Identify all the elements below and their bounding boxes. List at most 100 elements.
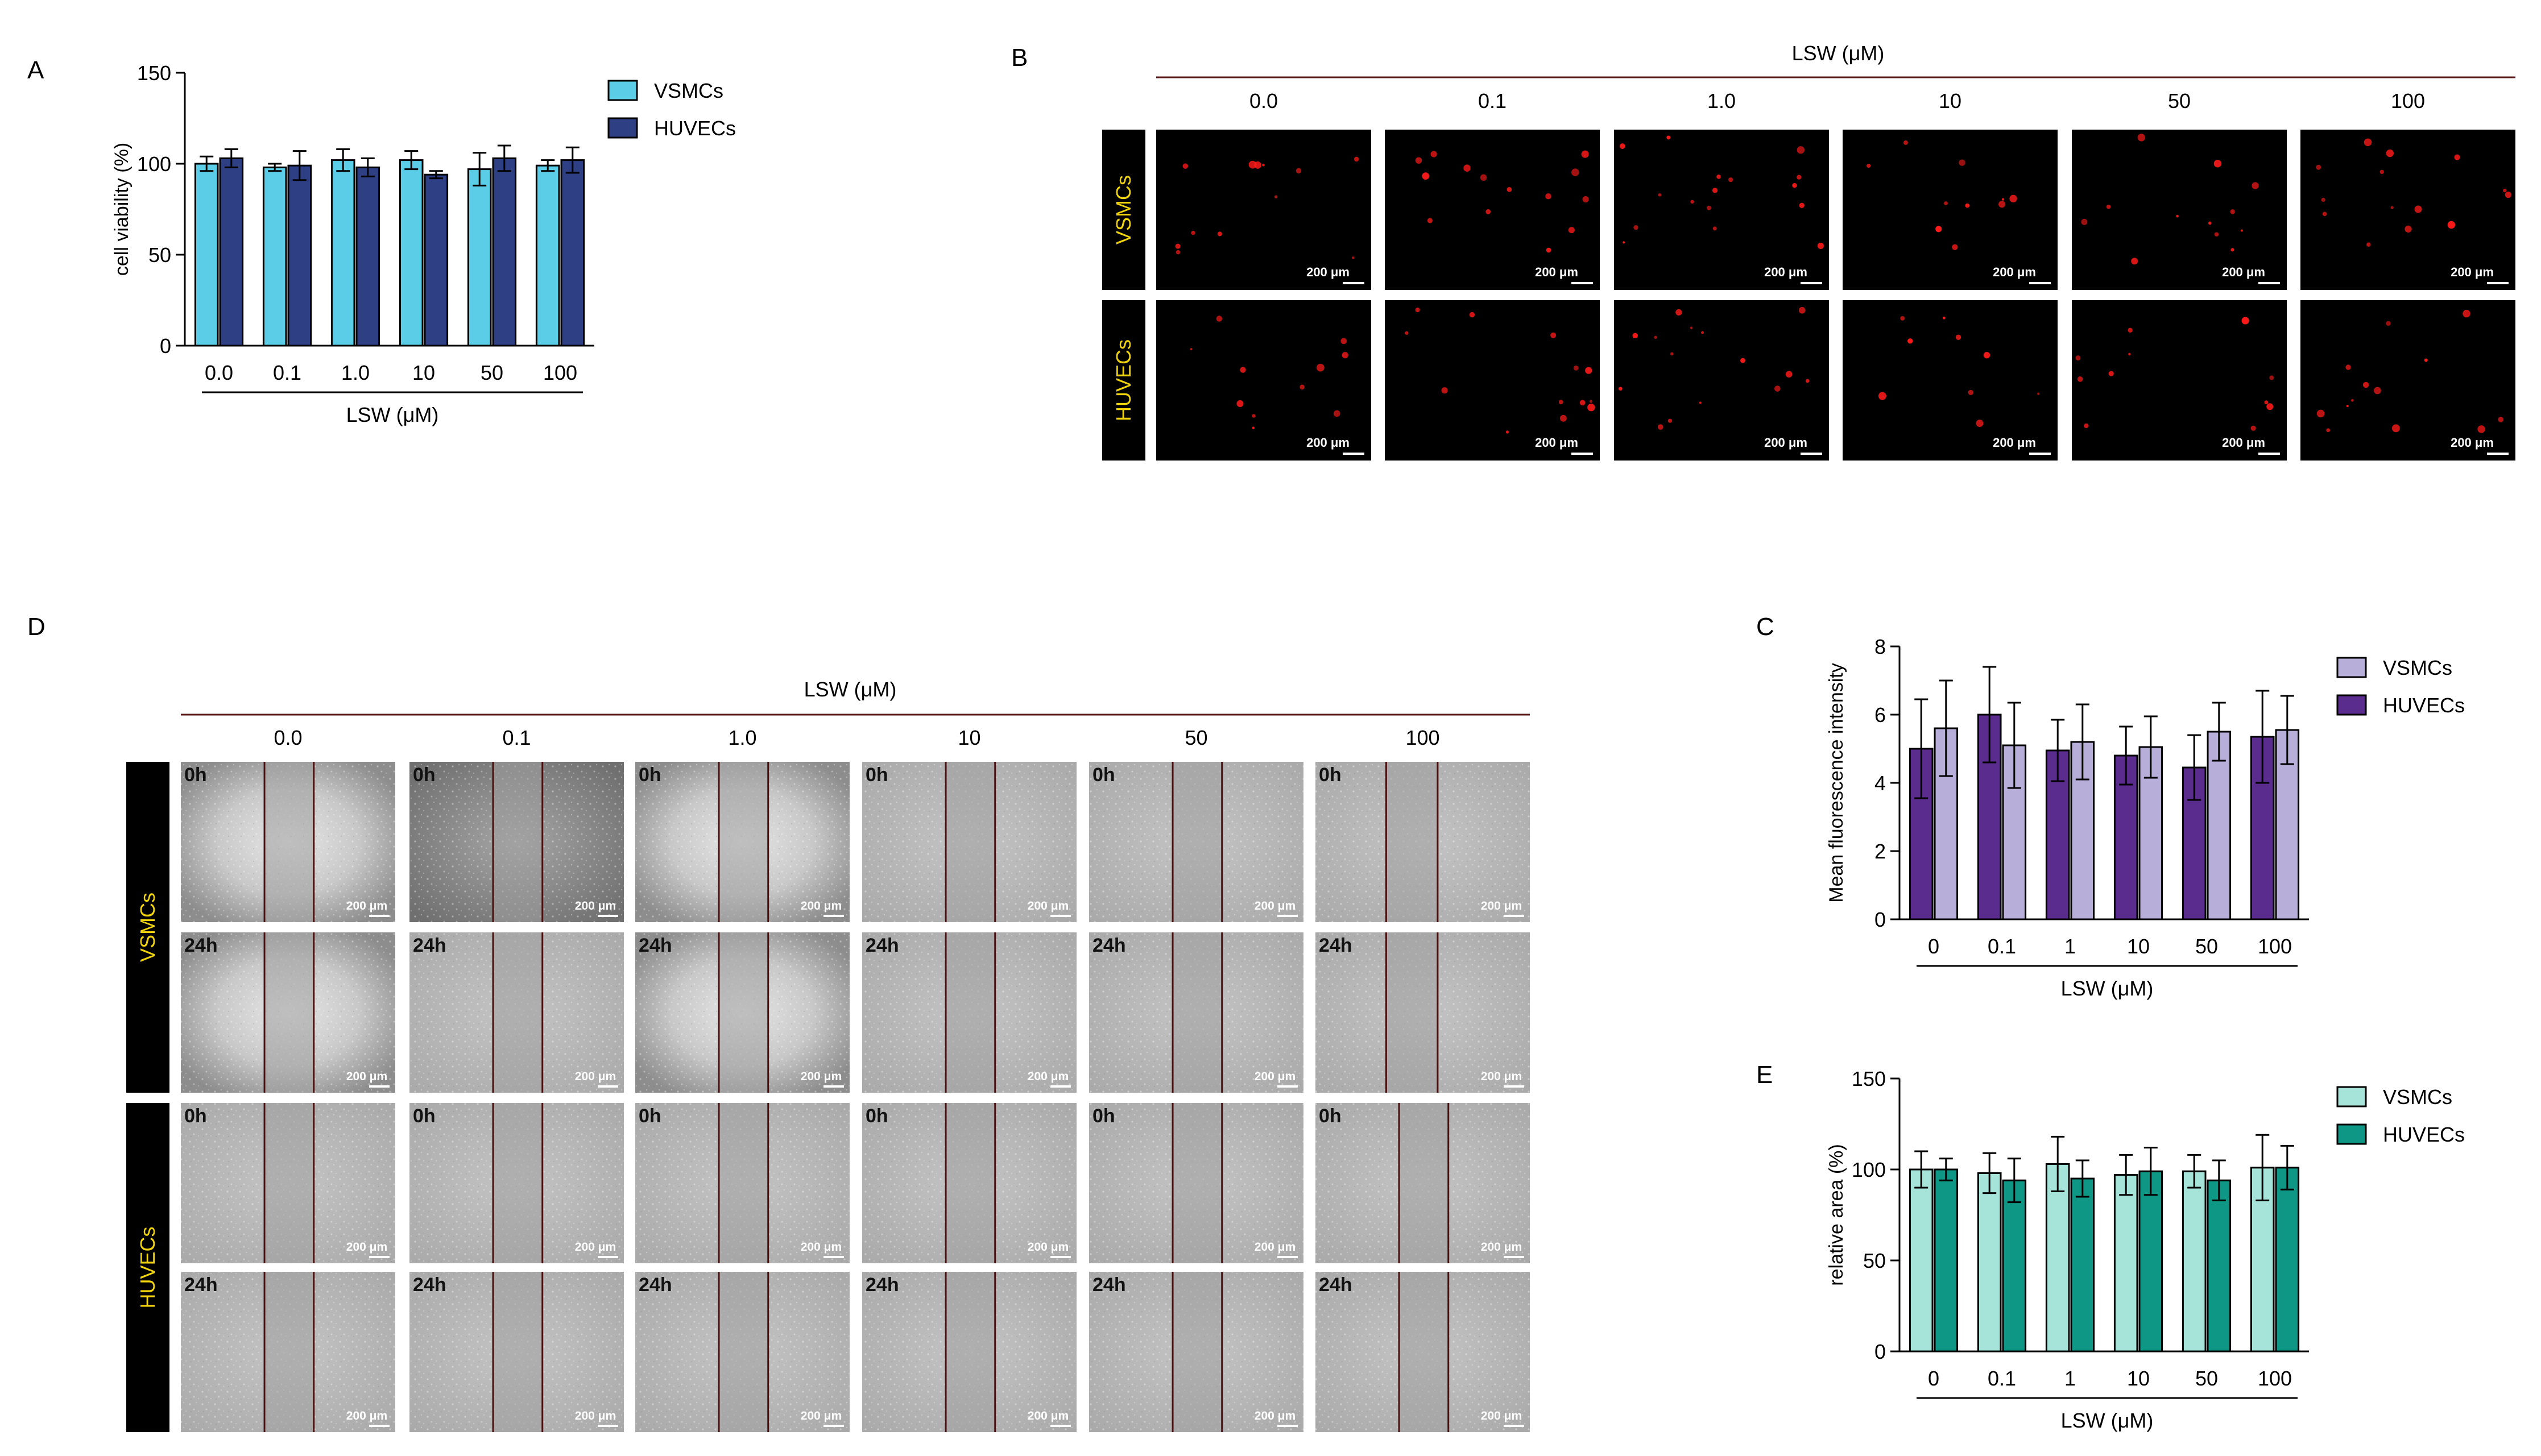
- timepoint-label: 24h: [866, 1274, 899, 1296]
- wound-image: 24h 200 μm: [635, 1272, 850, 1432]
- chart-c-x-tick-label: 100: [2258, 935, 2292, 958]
- scale-bar-label: 200 μm: [801, 1070, 842, 1083]
- scale-bar-label: 200 μm: [1306, 435, 1350, 450]
- chart-e-y-tick-label: 50: [1863, 1249, 1886, 1272]
- chart-e-x-label: LSW (μM): [2061, 1409, 2154, 1432]
- chart-e-y-tick-label: 0: [1874, 1340, 1886, 1363]
- panel-b-row-label-huvecs: HUVECs: [1112, 339, 1135, 421]
- scale-bar-label: 200 μm: [1028, 899, 1069, 912]
- chart-a-bar-vsmcs-1.0: [330, 159, 355, 347]
- panel-b-column-label: 1.0: [1707, 89, 1736, 113]
- chart-a-y-label: cell viability (%): [111, 143, 133, 276]
- timepoint-label: 0h: [1319, 1105, 1342, 1127]
- fluorescence-image: 200 μm: [1614, 130, 1829, 290]
- chart-a-bar-vsmcs-10: [399, 159, 424, 347]
- timepoint-label: 24h: [1092, 1274, 1126, 1296]
- panel-b-column-label: 0.1: [1478, 89, 1507, 113]
- chart-a-x-tick-label: 50: [481, 361, 503, 384]
- panel-letter-c: C: [1756, 613, 1774, 641]
- chart-c-y-tick-label: 0: [1874, 908, 1886, 931]
- chart-c-x-tick-label: 0: [1928, 935, 1939, 958]
- panel-letter-b: B: [1011, 44, 1028, 72]
- chart-c: 0 2 4 6 8 Mean fluorescence intensity 0 0.1 1 10 5…: [1826, 635, 2465, 1000]
- panel-d-row-label-huvecs: HUVECs: [136, 1226, 159, 1308]
- fluorescence-grid: LSW (μM) 0.0 0.1 1.0 10 50 100 VSMCs 200 μm 200 μ…: [1102, 42, 2515, 461]
- wound-image: 0h 200 μm: [635, 1103, 850, 1263]
- chart-e-bar-vsmcs-50: [2182, 1170, 2207, 1353]
- fluorescence-image: 200 μm: [1614, 300, 1829, 461]
- chart-a: 0 50 100 150 cell viability (%) 0.0 0.1 1.0 10 50…: [111, 61, 736, 426]
- scale-bar-label: 200 μm: [1481, 1241, 1522, 1254]
- chart-e-x-tick-label: 1: [2064, 1367, 2076, 1390]
- panel-d-column-label: 1.0: [728, 726, 756, 749]
- timepoint-label: 0h: [1319, 764, 1342, 786]
- panel-d-column-label: 10: [958, 726, 980, 749]
- scale-bar-label: 200 μm: [1306, 265, 1350, 279]
- timepoint-label: 24h: [639, 935, 672, 956]
- chart-c-legend-label-huvecs: HUVECs: [2383, 694, 2465, 717]
- wound-image: 0h 200 μm: [1315, 1103, 1530, 1263]
- wound-image: 0h 200 μm: [862, 1103, 1077, 1263]
- scale-bar-label: 200 μm: [2451, 435, 2494, 450]
- panel-b-row-label-bg: [1102, 300, 1145, 461]
- fluorescence-image: 200 μm: [2300, 300, 2515, 461]
- wound-image: 24h 200 μm: [1089, 932, 1303, 1093]
- panel-d-row-label-bg: [126, 762, 169, 1093]
- fluorescence-image: 200 μm: [2300, 130, 2515, 290]
- chart-e-bar-huvecs-0.1: [2002, 1179, 2027, 1353]
- scale-bar-label: 200 μm: [2222, 265, 2265, 279]
- wound-image: 24h 200 μm: [1315, 1272, 1530, 1432]
- scale-bar-label: 200 μm: [575, 1409, 616, 1422]
- wound-image: 0h 200 μm: [1315, 762, 1530, 922]
- chart-c-legend-label-vsmcs: VSMCs: [2383, 656, 2452, 679]
- scale-bar-label: 200 μm: [346, 899, 387, 912]
- panel-d-column-label: 0.0: [274, 726, 302, 749]
- fluorescence-image: 200 μm: [1843, 130, 2058, 290]
- scale-bar-label: 200 μm: [1255, 1070, 1296, 1083]
- wound-image: 24h 200 μm: [409, 1272, 624, 1432]
- wound-image: 24h 200 μm: [862, 1272, 1077, 1432]
- fluorescence-image: 200 μm: [1385, 130, 1600, 290]
- chart-c-legend-swatch-vsmcs: [2336, 657, 2367, 678]
- chart-e: 0 50 100 150 relative area (%) 0 0.1 1 10 50 100 LS…: [1826, 1067, 2465, 1432]
- chart-e-bar-huvecs-1: [2070, 1177, 2095, 1353]
- chart-c-y-tick-label: 6: [1874, 703, 1886, 727]
- wound-image: 24h 200 μm: [1315, 932, 1530, 1093]
- chart-c-y-tick-label: 2: [1874, 840, 1886, 863]
- chart-e-x-tick-label: 0.1: [1988, 1367, 2016, 1390]
- panel-b-row-label-vsmcs: VSMCs: [1112, 175, 1135, 244]
- fluorescence-image: 200 μm: [1156, 130, 1371, 290]
- wound-image: 24h 200 μm: [181, 1272, 395, 1432]
- wound-image: 0h 200 μm: [181, 762, 395, 922]
- wound-image: 24h 200 μm: [635, 932, 850, 1093]
- panel-letter-d: D: [27, 613, 45, 641]
- chart-a-bar-vsmcs-50: [467, 168, 492, 347]
- chart-a-x-tick-label: 0.0: [205, 361, 233, 384]
- scale-bar-label: 200 μm: [1535, 265, 1578, 279]
- timepoint-label: 24h: [184, 935, 218, 956]
- chart-a-legend-swatch-vsmcs: [607, 80, 638, 101]
- panel-d-column-label: 100: [1405, 726, 1439, 749]
- fluorescence-image: 200 μm: [1385, 300, 1600, 461]
- wound-image: 0h 200 μm: [1089, 1103, 1303, 1263]
- wound-image: 0h 200 μm: [409, 762, 624, 922]
- wound-image: 0h 200 μm: [862, 762, 1077, 922]
- timepoint-label: 0h: [184, 1105, 207, 1127]
- timepoint-label: 0h: [639, 1105, 661, 1127]
- chart-c-y-label: Mean fluorescence intensity: [1826, 663, 1847, 902]
- chart-a-y-tick-label: 0: [160, 334, 171, 358]
- chart-e-bar-huvecs-50: [2207, 1179, 2232, 1353]
- panel-d-header: LSW (μM): [804, 678, 897, 701]
- panel-d-row-label-bg: [126, 1103, 169, 1432]
- wound-image: 0h 200 μm: [1089, 762, 1303, 922]
- timepoint-label: 0h: [184, 764, 207, 786]
- timepoint-label: 24h: [413, 935, 446, 956]
- wound-image: 0h 200 μm: [635, 762, 850, 922]
- chart-e-bar-huvecs-0: [1934, 1168, 1959, 1353]
- wound-image: 24h 200 μm: [181, 932, 395, 1093]
- timepoint-label: 0h: [1092, 764, 1115, 786]
- chart-e-bar-huvecs-100: [2275, 1167, 2300, 1353]
- chart-a-legend-label-huvecs: HUVECs: [654, 117, 736, 140]
- wound-image: 24h 200 μm: [1089, 1272, 1303, 1432]
- panel-b-column-label: 0.0: [1249, 89, 1278, 113]
